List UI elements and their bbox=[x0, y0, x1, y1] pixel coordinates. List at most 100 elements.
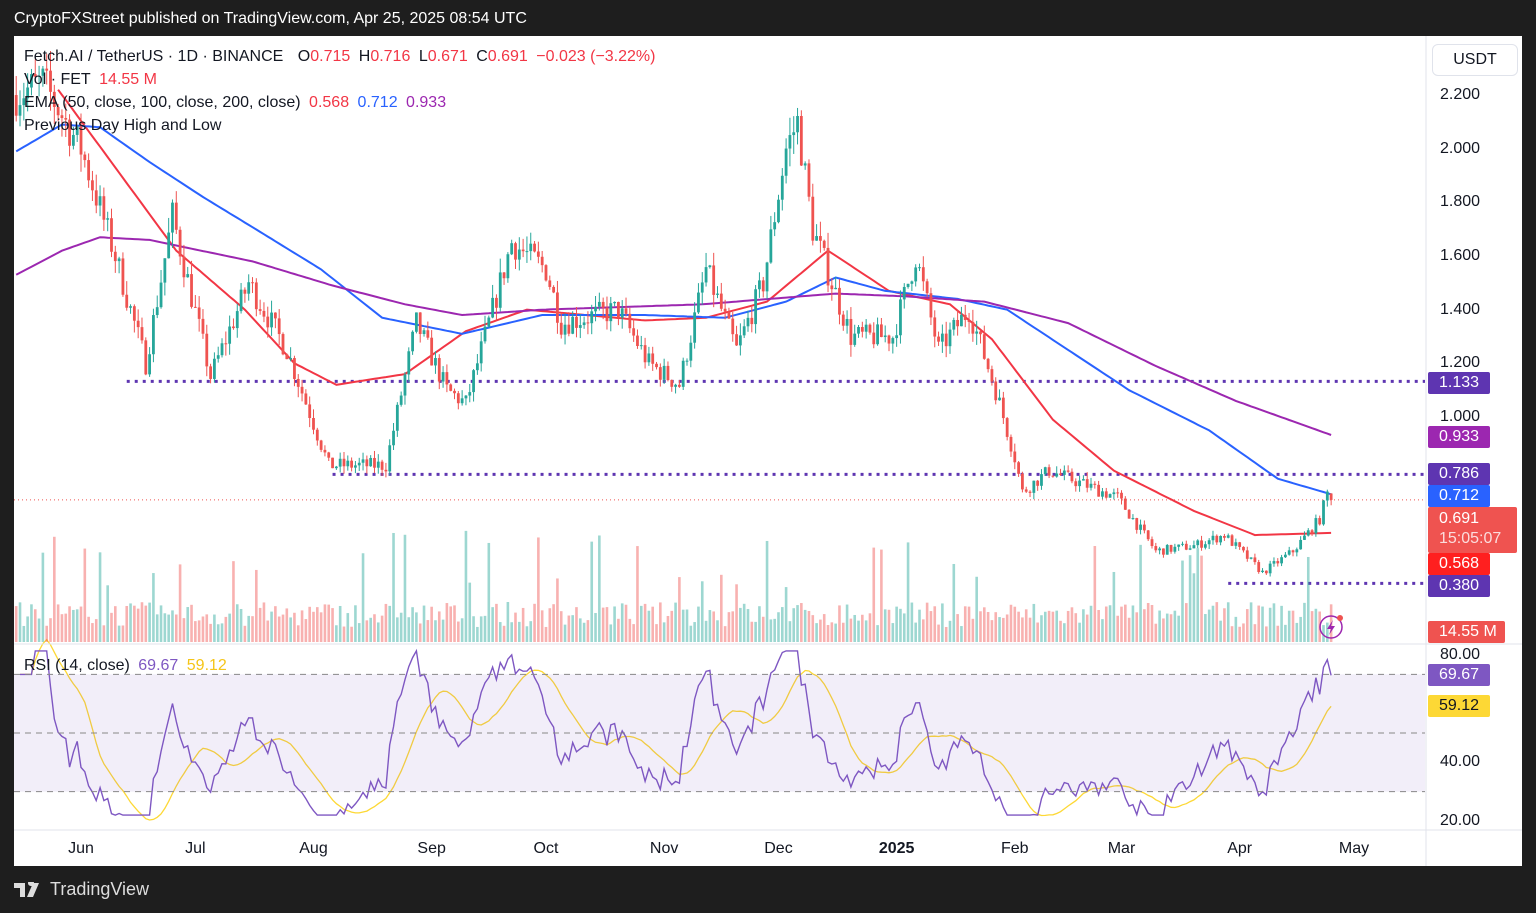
volume-bar bbox=[944, 626, 948, 642]
volume-bar bbox=[681, 609, 685, 642]
candle-body bbox=[540, 256, 544, 266]
lightning-icon[interactable] bbox=[1319, 615, 1343, 639]
ema-label[interactable]: EMA (50, close, 100, close, 200, close) bbox=[24, 94, 301, 111]
candle-body bbox=[1120, 492, 1123, 499]
currency-button[interactable]: USDT bbox=[1432, 44, 1518, 76]
price-label: 0.691 15:05:07 bbox=[1428, 507, 1517, 554]
ema200-line bbox=[15, 236, 1332, 436]
rsi-label[interactable]: RSI (14, close) bbox=[24, 657, 130, 674]
candle-body bbox=[392, 430, 395, 446]
volume-bar bbox=[1299, 616, 1302, 642]
volume-bar bbox=[331, 608, 334, 642]
candle-body bbox=[895, 335, 899, 339]
volume-bar bbox=[60, 614, 64, 642]
candle-body bbox=[376, 461, 380, 468]
candle-body bbox=[1226, 535, 1230, 538]
volume-bar bbox=[800, 603, 803, 642]
candle-body bbox=[536, 251, 540, 257]
candle-body bbox=[689, 342, 693, 361]
volume-bar bbox=[613, 606, 616, 642]
volume-bar bbox=[270, 611, 273, 642]
volume-bar bbox=[1009, 604, 1013, 642]
volume-bar bbox=[982, 607, 986, 642]
candle-body bbox=[643, 345, 647, 363]
low-value: 0.671 bbox=[427, 48, 468, 65]
volume-bar bbox=[45, 625, 48, 642]
volume-bar bbox=[94, 619, 98, 642]
volume-bar bbox=[445, 603, 449, 642]
volume-bar bbox=[1268, 607, 1272, 642]
volume-bar bbox=[422, 605, 426, 642]
candle-body bbox=[655, 363, 658, 368]
symbol-title[interactable]: Fetch.AI / TetherUS · 1D · BINANCE bbox=[24, 48, 284, 65]
candle-body bbox=[407, 351, 411, 375]
candle-body bbox=[285, 354, 289, 360]
pdhl-label[interactable]: Previous Day High and Low bbox=[24, 117, 222, 134]
volume-bar bbox=[986, 612, 990, 642]
volume-bar bbox=[262, 602, 266, 642]
candle-body bbox=[33, 74, 37, 77]
time-tick: Oct bbox=[533, 840, 559, 857]
volume-bar bbox=[1169, 614, 1173, 642]
candle-body bbox=[106, 218, 110, 220]
candle-body bbox=[940, 333, 944, 342]
candle-body bbox=[998, 397, 1001, 401]
volume-bars bbox=[14, 530, 1333, 642]
candle-body bbox=[613, 301, 616, 304]
volume-bar bbox=[971, 618, 975, 642]
volume-bar bbox=[841, 622, 845, 642]
volume-bar bbox=[723, 626, 727, 642]
candle-body bbox=[1104, 491, 1108, 498]
candle-body bbox=[636, 335, 639, 347]
price-label: 0.380 bbox=[1428, 575, 1490, 598]
candle-body bbox=[719, 293, 723, 309]
candle-body bbox=[152, 315, 155, 355]
volume-bar bbox=[624, 604, 628, 642]
candle-body bbox=[506, 254, 510, 279]
candle-body bbox=[883, 335, 887, 338]
volume-bar bbox=[148, 602, 151, 642]
price-label: 0.712 bbox=[1428, 485, 1490, 508]
volume-bar bbox=[243, 625, 247, 642]
candle-body bbox=[1177, 544, 1181, 547]
volume-bar bbox=[1032, 603, 1036, 642]
tradingview-logo[interactable]: TradingView bbox=[14, 879, 149, 900]
candle-body bbox=[1203, 544, 1207, 548]
candle-body bbox=[677, 384, 681, 387]
volume-bar bbox=[887, 609, 891, 642]
candle-body bbox=[700, 282, 704, 293]
volume-bar bbox=[357, 623, 361, 642]
candle-body bbox=[567, 324, 571, 334]
candle-body bbox=[472, 370, 475, 393]
candle-body bbox=[1009, 436, 1013, 452]
volume-bar bbox=[430, 606, 433, 642]
volume-bar bbox=[1127, 617, 1131, 642]
chart-frame[interactable] bbox=[14, 36, 1522, 866]
candle-body bbox=[1283, 554, 1287, 558]
volume-bar bbox=[308, 606, 311, 642]
candle-body bbox=[1085, 479, 1089, 488]
candle-body bbox=[1158, 548, 1162, 551]
close-value: 0.691 bbox=[487, 48, 528, 65]
volume-bar bbox=[1059, 620, 1062, 642]
volume-bar bbox=[750, 621, 754, 642]
volume-label[interactable]: Vol · FET bbox=[24, 71, 91, 88]
candle-body bbox=[1024, 489, 1028, 492]
volume-bar bbox=[1306, 556, 1310, 642]
volume-bar bbox=[1223, 608, 1226, 642]
time-tick: Nov bbox=[649, 840, 679, 857]
volume-bar bbox=[857, 620, 860, 642]
rsi-legend: RSI (14, close) 69.67 59.12 bbox=[24, 656, 231, 676]
candle-body bbox=[594, 306, 597, 312]
volume-bar bbox=[1196, 548, 1200, 642]
volume-bar bbox=[697, 606, 700, 642]
volume-bar bbox=[216, 624, 220, 642]
volume-bar bbox=[1116, 615, 1119, 642]
open-label: O bbox=[297, 48, 311, 65]
volume-bar bbox=[190, 604, 193, 642]
candle-body bbox=[582, 322, 586, 326]
volume-bar bbox=[1249, 602, 1253, 642]
candle-body bbox=[1112, 492, 1116, 495]
volume-bar bbox=[1200, 555, 1203, 642]
